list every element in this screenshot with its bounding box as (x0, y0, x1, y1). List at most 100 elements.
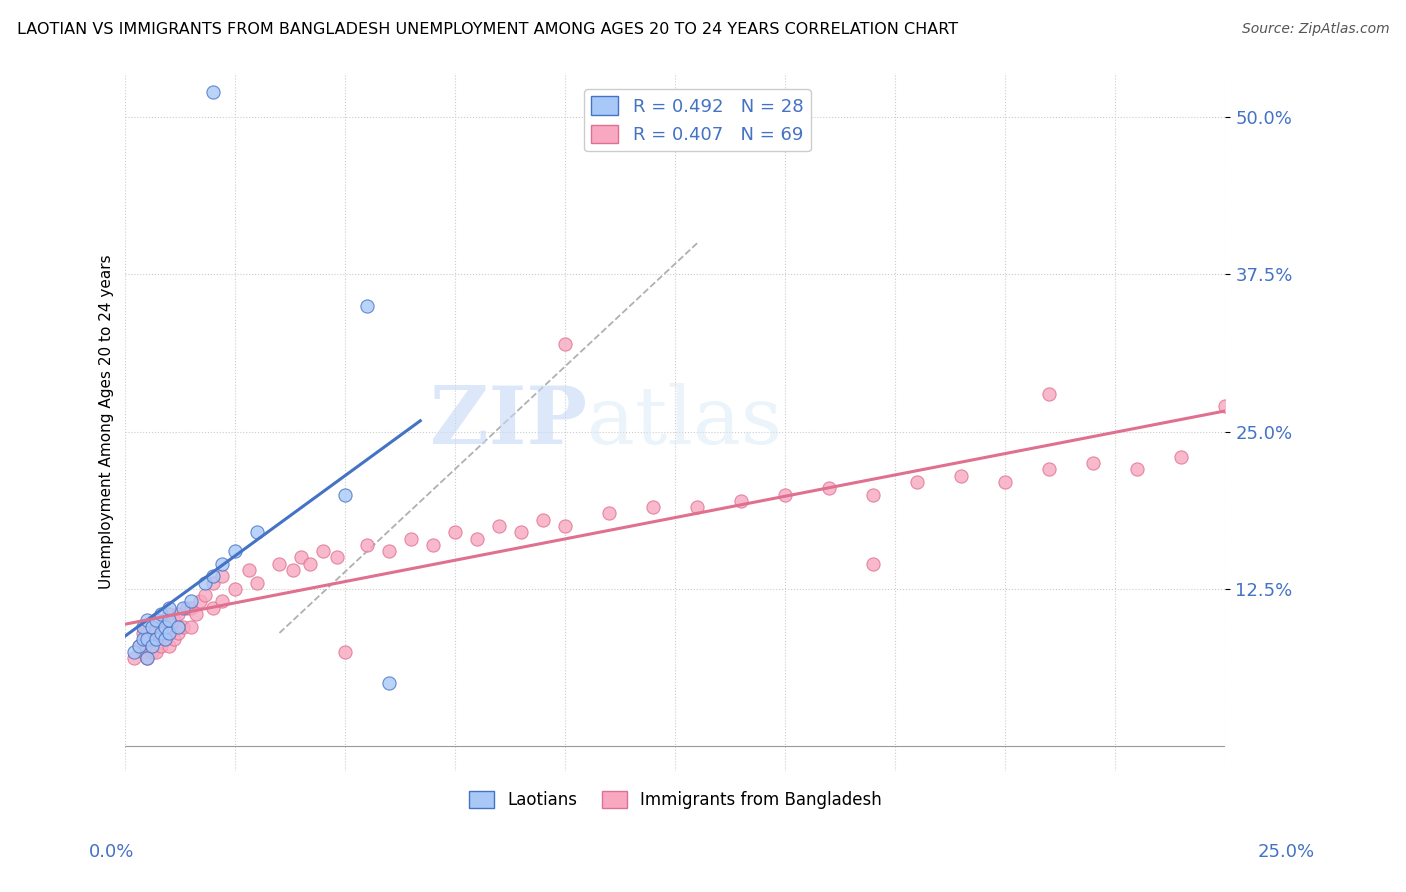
Point (554, 336, 576, 351)
Point (202, 569, 225, 583)
Point (153, 620, 176, 634)
Point (356, 299, 378, 313)
Point (141, 639, 163, 653)
Point (141, 645, 163, 659)
Point (132, 620, 155, 634)
Point (132, 626, 155, 640)
Point (686, 500, 709, 515)
Point (290, 550, 312, 565)
Point (325, 550, 347, 565)
Point (554, 519, 576, 533)
Point (401, 532, 423, 546)
Point (141, 632, 163, 647)
Point (202, 85, 225, 99)
Point (1038, 462, 1060, 476)
Point (238, 563, 260, 577)
Point (211, 594, 233, 608)
Point (136, 626, 159, 640)
Point (299, 557, 322, 571)
Text: 25.0%: 25.0% (1257, 843, 1315, 861)
Point (145, 613, 167, 627)
Point (184, 607, 207, 621)
Text: atlas: atlas (588, 384, 783, 461)
Point (132, 632, 155, 647)
Point (211, 569, 233, 583)
Point (378, 676, 401, 690)
Point (136, 651, 159, 665)
Point (335, 645, 357, 659)
Point (167, 607, 190, 621)
Point (149, 639, 172, 653)
Text: Source: ZipAtlas.com: Source: ZipAtlas.com (1241, 22, 1389, 37)
Point (194, 575, 217, 590)
Point (1083, 456, 1105, 470)
Point (950, 468, 973, 483)
Point (862, 487, 884, 501)
Point (180, 594, 202, 608)
Point (188, 594, 211, 608)
Point (194, 588, 217, 602)
Point (176, 600, 198, 615)
Point (202, 600, 225, 615)
Text: LAOTIAN VS IMMIGRANTS FROM BANGLADESH UNEMPLOYMENT AMONG AGES 20 TO 24 YEARS COR: LAOTIAN VS IMMIGRANTS FROM BANGLADESH UN… (17, 22, 957, 37)
Point (159, 626, 181, 640)
Point (533, 513, 555, 527)
Point (141, 620, 163, 634)
Point (149, 607, 172, 621)
Point (122, 645, 145, 659)
Point (128, 639, 150, 653)
Point (163, 632, 186, 647)
Point (1038, 387, 1060, 401)
Point (246, 525, 269, 540)
Point (467, 532, 489, 546)
Point (180, 600, 202, 615)
Text: ZIP: ZIP (430, 384, 588, 461)
Point (159, 613, 181, 627)
Point (224, 582, 246, 596)
Point (145, 632, 167, 647)
Point (128, 639, 150, 653)
Point (335, 487, 357, 501)
Point (643, 500, 665, 515)
Y-axis label: Unemployment Among Ages 20 to 24 years: Unemployment Among Ages 20 to 24 years (100, 255, 114, 590)
Point (180, 620, 202, 634)
Point (818, 481, 841, 495)
Point (149, 620, 172, 634)
Point (862, 557, 884, 571)
Point (378, 544, 401, 558)
Point (136, 613, 159, 627)
Point (1215, 400, 1237, 414)
Point (211, 557, 233, 571)
Point (510, 525, 533, 540)
Point (775, 487, 797, 501)
Text: 0.0%: 0.0% (89, 843, 134, 861)
Point (224, 544, 246, 558)
Point (488, 519, 510, 533)
Point (1170, 450, 1192, 464)
Point (167, 620, 190, 634)
Point (246, 575, 269, 590)
Point (730, 493, 752, 508)
Point (145, 626, 167, 640)
Point (163, 613, 186, 627)
Point (153, 632, 176, 647)
Point (202, 575, 225, 590)
Point (136, 639, 159, 653)
Point (122, 651, 145, 665)
Legend: Laotians, Immigrants from Bangladesh: Laotians, Immigrants from Bangladesh (463, 784, 889, 815)
Point (159, 600, 181, 615)
Point (141, 620, 163, 634)
Point (136, 632, 159, 647)
Point (598, 507, 620, 521)
Point (159, 607, 181, 621)
Point (281, 563, 304, 577)
Point (159, 639, 181, 653)
Point (136, 651, 159, 665)
Point (153, 632, 176, 647)
Point (172, 620, 194, 634)
Point (153, 613, 176, 627)
Point (312, 544, 335, 558)
Point (907, 475, 929, 489)
Point (994, 475, 1017, 489)
Point (167, 626, 190, 640)
